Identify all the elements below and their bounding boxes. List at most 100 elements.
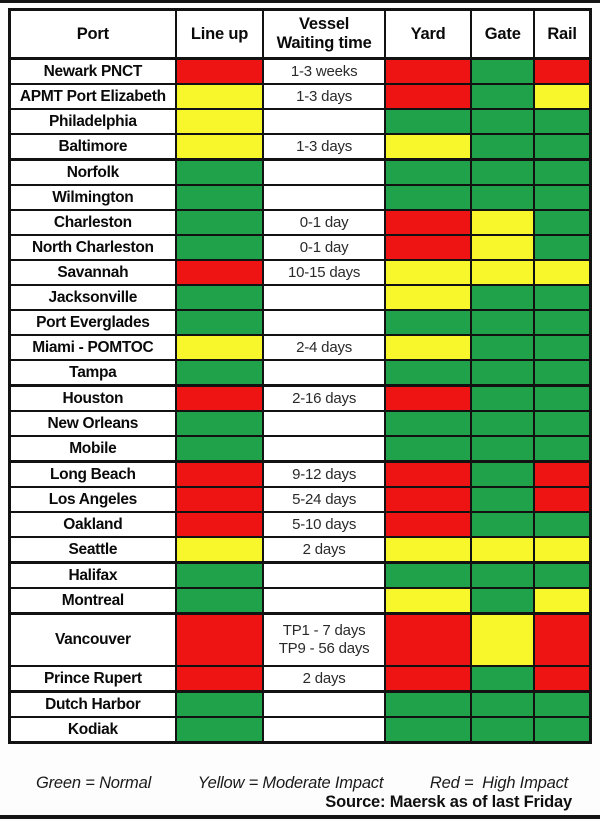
rail-status-cell bbox=[533, 511, 592, 538]
rail-status-cell bbox=[533, 309, 592, 336]
port-name-cell: Tampa bbox=[8, 359, 177, 387]
waiting-time-cell bbox=[262, 359, 386, 387]
table-row: Savannah 10-15 days bbox=[8, 259, 592, 286]
gate-status-cell bbox=[470, 359, 536, 387]
port-name-cell: Halifax bbox=[8, 561, 177, 589]
waiting-time-cell: 2-16 days bbox=[262, 384, 386, 412]
waiting-time-cell bbox=[262, 158, 386, 186]
port-name-cell: North Charleston bbox=[8, 234, 177, 261]
waiting-time-cell: 1-3 weeks bbox=[262, 57, 386, 85]
waiting-time-cell: 10-15 days bbox=[262, 259, 386, 286]
gate-status-cell bbox=[470, 83, 536, 110]
lineup-status-cell bbox=[174, 309, 265, 336]
yard-status-cell bbox=[383, 690, 473, 718]
rail-status-cell bbox=[533, 108, 592, 135]
yard-status-cell bbox=[383, 384, 473, 412]
port-name-cell: Jacksonville bbox=[8, 284, 177, 311]
waiting-time-cell: TP1 - 7 days TP9 - 56 days bbox=[262, 612, 386, 667]
waiting-time-cell bbox=[262, 690, 386, 718]
lineup-status-cell bbox=[174, 334, 265, 361]
port-name-cell: Charleston bbox=[8, 209, 177, 236]
waiting-time-cell bbox=[262, 108, 386, 135]
port-name-cell: Seattle bbox=[8, 536, 177, 564]
table-body: Newark PNCT 1-3 weeks APMT Port Elizabet… bbox=[8, 57, 592, 744]
table-row: New Orleans bbox=[8, 410, 592, 437]
lineup-status-cell bbox=[174, 184, 265, 211]
table-row: Houston 2-16 days bbox=[8, 384, 592, 412]
gate-status-cell bbox=[470, 259, 536, 286]
yard-status-cell bbox=[383, 359, 473, 387]
port-name-cell: Port Everglades bbox=[8, 309, 177, 336]
lineup-status-cell bbox=[174, 57, 265, 85]
yard-status-cell bbox=[383, 665, 473, 693]
gate-status-cell bbox=[470, 460, 536, 488]
rail-status-cell bbox=[533, 57, 592, 85]
legend: Green = Normal Yellow = Moderate Impact … bbox=[0, 774, 600, 793]
rail-status-cell bbox=[533, 460, 592, 488]
gate-status-cell bbox=[470, 486, 536, 513]
table-row: APMT Port Elizabeth 1-3 days bbox=[8, 83, 592, 110]
gate-status-cell bbox=[470, 184, 536, 211]
waiting-time-cell bbox=[262, 435, 386, 463]
waiting-time-cell: 5-10 days bbox=[262, 511, 386, 538]
rail-status-cell bbox=[533, 234, 592, 261]
rail-status-cell bbox=[533, 209, 592, 236]
gate-status-cell bbox=[470, 384, 536, 412]
port-name-cell: Wilmington bbox=[8, 184, 177, 211]
table-row: Philadelphia bbox=[8, 108, 592, 135]
table-row: Los Angeles 5-24 days bbox=[8, 486, 592, 513]
yard-status-cell bbox=[383, 259, 473, 286]
gate-status-cell bbox=[470, 716, 536, 744]
gate-status-cell bbox=[470, 234, 536, 261]
lineup-status-cell bbox=[174, 209, 265, 236]
port-name-cell: Prince Rupert bbox=[8, 665, 177, 693]
port-status-table: Port Line up Vessel Waiting time Yard Ga… bbox=[8, 8, 592, 744]
gate-status-cell bbox=[470, 108, 536, 135]
table-row: Seattle 2 days bbox=[8, 536, 592, 564]
table-row: Montreal bbox=[8, 587, 592, 615]
rail-status-cell bbox=[533, 612, 592, 667]
port-name-cell: New Orleans bbox=[8, 410, 177, 437]
table-row: Jacksonville bbox=[8, 284, 592, 311]
rail-status-cell bbox=[533, 184, 592, 211]
table-row: Kodiak bbox=[8, 716, 592, 744]
gate-status-cell bbox=[470, 309, 536, 336]
yard-status-cell bbox=[383, 234, 473, 261]
yard-status-cell bbox=[383, 133, 473, 161]
lineup-status-cell bbox=[174, 587, 265, 615]
lineup-status-cell bbox=[174, 158, 265, 186]
col-header-vessel-line1: Vessel bbox=[299, 15, 350, 34]
waiting-time-cell: 0-1 day bbox=[262, 209, 386, 236]
gate-status-cell bbox=[470, 435, 536, 463]
yard-status-cell bbox=[383, 83, 473, 110]
waiting-time-cell: 1-3 days bbox=[262, 83, 386, 110]
gate-status-cell bbox=[470, 511, 536, 538]
lineup-status-cell bbox=[174, 486, 265, 513]
table-row: Oakland 5-10 days bbox=[8, 511, 592, 538]
port-name-cell: Mobile bbox=[8, 435, 177, 463]
port-name-cell: Savannah bbox=[8, 259, 177, 286]
rail-status-cell bbox=[533, 716, 592, 744]
yard-status-cell bbox=[383, 435, 473, 463]
table-row: Prince Rupert 2 days bbox=[8, 665, 592, 693]
port-name-cell: Oakland bbox=[8, 511, 177, 538]
gate-status-cell bbox=[470, 665, 536, 693]
waiting-time-cell: 2 days bbox=[262, 536, 386, 564]
rail-status-cell bbox=[533, 158, 592, 186]
waiting-time-cell bbox=[262, 561, 386, 589]
col-header-rail: Rail bbox=[533, 8, 592, 60]
col-header-lineup: Line up bbox=[174, 8, 265, 60]
rail-status-cell bbox=[533, 410, 592, 437]
lineup-status-cell bbox=[174, 690, 265, 718]
table-row: Halifax bbox=[8, 561, 592, 589]
yard-status-cell bbox=[383, 184, 473, 211]
col-header-yard: Yard bbox=[383, 8, 473, 60]
yard-status-cell bbox=[383, 486, 473, 513]
legend-red: Red = High Impact bbox=[429, 774, 568, 792]
port-name-cell: Norfolk bbox=[8, 158, 177, 186]
port-name-cell: Houston bbox=[8, 384, 177, 412]
rail-status-cell bbox=[533, 133, 592, 161]
lineup-status-cell bbox=[174, 133, 265, 161]
gate-status-cell bbox=[470, 612, 536, 667]
lineup-status-cell bbox=[174, 259, 265, 286]
